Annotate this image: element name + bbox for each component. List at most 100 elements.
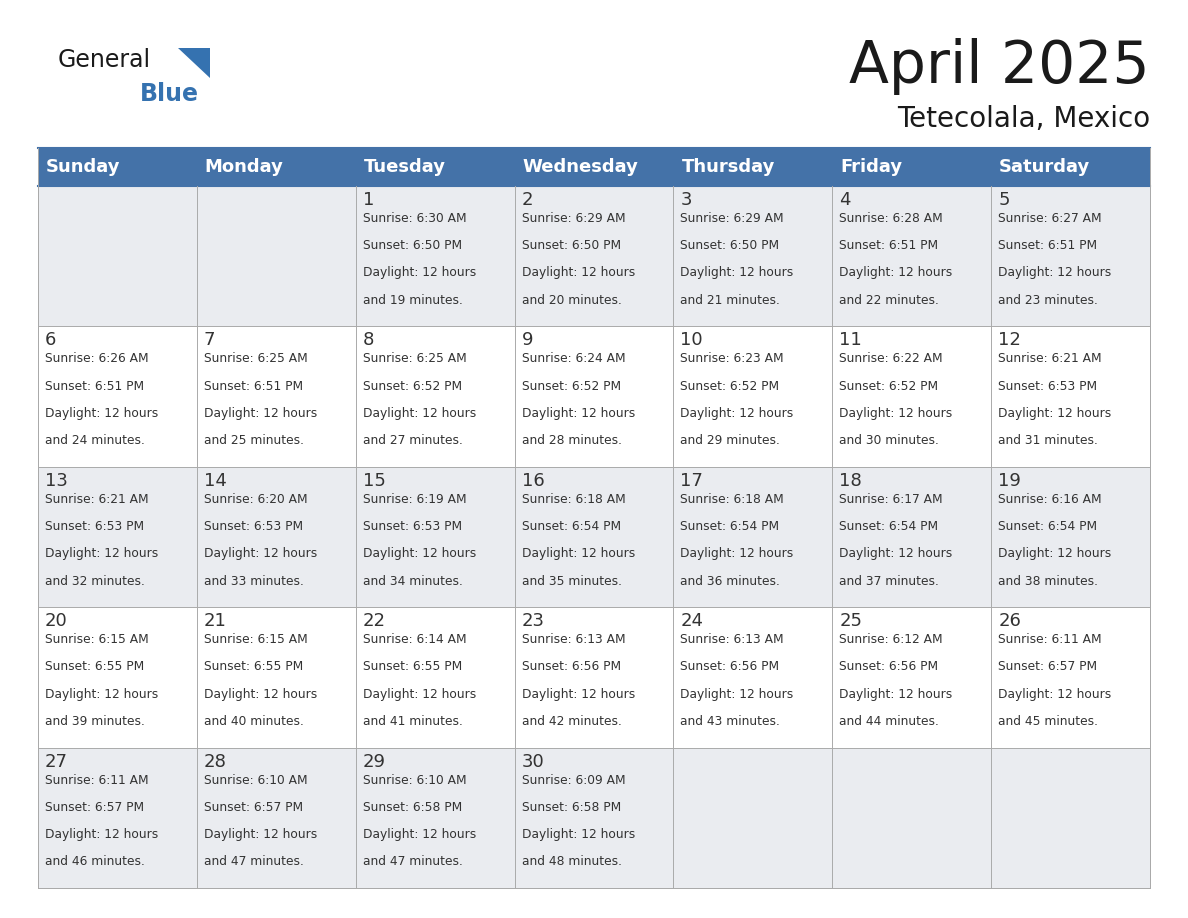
Text: Sunset: 6:55 PM: Sunset: 6:55 PM [362, 660, 462, 674]
Text: Sunrise: 6:18 AM: Sunrise: 6:18 AM [522, 493, 625, 506]
Text: 14: 14 [204, 472, 227, 490]
Text: Daylight: 12 hours: Daylight: 12 hours [839, 547, 953, 560]
Text: Sunset: 6:58 PM: Sunset: 6:58 PM [362, 800, 462, 814]
Text: and 35 minutes.: and 35 minutes. [522, 575, 621, 588]
Text: and 28 minutes.: and 28 minutes. [522, 434, 621, 447]
Text: 24: 24 [681, 612, 703, 630]
Text: Sunrise: 6:16 AM: Sunrise: 6:16 AM [998, 493, 1101, 506]
Text: and 45 minutes.: and 45 minutes. [998, 715, 1098, 728]
Text: Daylight: 12 hours: Daylight: 12 hours [839, 688, 953, 700]
Text: 5: 5 [998, 191, 1010, 209]
Text: Sunset: 6:51 PM: Sunset: 6:51 PM [839, 240, 939, 252]
Text: Sunset: 6:50 PM: Sunset: 6:50 PM [681, 240, 779, 252]
Text: Tetecolala, Mexico: Tetecolala, Mexico [897, 105, 1150, 133]
Text: and 19 minutes.: and 19 minutes. [362, 294, 462, 307]
Text: 29: 29 [362, 753, 386, 770]
Text: and 42 minutes.: and 42 minutes. [522, 715, 621, 728]
Text: Daylight: 12 hours: Daylight: 12 hours [362, 828, 476, 841]
FancyBboxPatch shape [38, 186, 1150, 327]
Text: and 27 minutes.: and 27 minutes. [362, 434, 462, 447]
Text: and 29 minutes.: and 29 minutes. [681, 434, 781, 447]
Text: Daylight: 12 hours: Daylight: 12 hours [204, 828, 317, 841]
Text: Daylight: 12 hours: Daylight: 12 hours [45, 547, 158, 560]
Text: and 47 minutes.: and 47 minutes. [362, 856, 462, 868]
Text: Sunday: Sunday [46, 158, 120, 176]
Text: 13: 13 [45, 472, 68, 490]
Text: Sunset: 6:53 PM: Sunset: 6:53 PM [362, 520, 462, 533]
Text: Daylight: 12 hours: Daylight: 12 hours [362, 407, 476, 420]
Text: Sunrise: 6:24 AM: Sunrise: 6:24 AM [522, 353, 625, 365]
Text: Daylight: 12 hours: Daylight: 12 hours [362, 547, 476, 560]
Text: 7: 7 [204, 331, 215, 350]
Text: Sunset: 6:53 PM: Sunset: 6:53 PM [204, 520, 303, 533]
Text: and 22 minutes.: and 22 minutes. [839, 294, 940, 307]
Text: 6: 6 [45, 331, 56, 350]
FancyBboxPatch shape [38, 327, 1150, 466]
Text: and 37 minutes.: and 37 minutes. [839, 575, 940, 588]
Text: Daylight: 12 hours: Daylight: 12 hours [522, 266, 634, 279]
Text: Sunrise: 6:12 AM: Sunrise: 6:12 AM [839, 633, 943, 646]
Text: Daylight: 12 hours: Daylight: 12 hours [45, 407, 158, 420]
Text: April 2025: April 2025 [849, 38, 1150, 95]
Text: Sunrise: 6:10 AM: Sunrise: 6:10 AM [204, 774, 308, 787]
Text: Daylight: 12 hours: Daylight: 12 hours [681, 688, 794, 700]
Text: Sunrise: 6:23 AM: Sunrise: 6:23 AM [681, 353, 784, 365]
Text: Sunrise: 6:25 AM: Sunrise: 6:25 AM [362, 353, 467, 365]
Text: Sunrise: 6:20 AM: Sunrise: 6:20 AM [204, 493, 308, 506]
Text: Sunset: 6:57 PM: Sunset: 6:57 PM [45, 800, 144, 814]
Text: Sunset: 6:50 PM: Sunset: 6:50 PM [522, 240, 620, 252]
Text: and 25 minutes.: and 25 minutes. [204, 434, 304, 447]
Text: Daylight: 12 hours: Daylight: 12 hours [204, 547, 317, 560]
Text: Sunset: 6:55 PM: Sunset: 6:55 PM [45, 660, 144, 674]
Text: Sunrise: 6:30 AM: Sunrise: 6:30 AM [362, 212, 467, 225]
Text: 2: 2 [522, 191, 533, 209]
Text: 4: 4 [839, 191, 851, 209]
Text: Sunrise: 6:15 AM: Sunrise: 6:15 AM [204, 633, 308, 646]
Text: General: General [58, 48, 151, 72]
Text: and 32 minutes.: and 32 minutes. [45, 575, 145, 588]
Text: Daylight: 12 hours: Daylight: 12 hours [998, 266, 1112, 279]
Text: and 30 minutes.: and 30 minutes. [839, 434, 940, 447]
Text: Sunset: 6:52 PM: Sunset: 6:52 PM [839, 380, 939, 393]
Text: Sunrise: 6:28 AM: Sunrise: 6:28 AM [839, 212, 943, 225]
Text: Sunrise: 6:26 AM: Sunrise: 6:26 AM [45, 353, 148, 365]
Text: Sunset: 6:56 PM: Sunset: 6:56 PM [681, 660, 779, 674]
Text: Sunset: 6:51 PM: Sunset: 6:51 PM [998, 240, 1098, 252]
Text: Sunset: 6:56 PM: Sunset: 6:56 PM [522, 660, 620, 674]
Text: Saturday: Saturday [999, 158, 1091, 176]
Text: Sunset: 6:57 PM: Sunset: 6:57 PM [998, 660, 1098, 674]
Text: Sunrise: 6:11 AM: Sunrise: 6:11 AM [998, 633, 1101, 646]
Text: 10: 10 [681, 331, 703, 350]
Text: and 47 minutes.: and 47 minutes. [204, 856, 304, 868]
Text: 25: 25 [839, 612, 862, 630]
Text: Daylight: 12 hours: Daylight: 12 hours [362, 688, 476, 700]
Text: 8: 8 [362, 331, 374, 350]
Text: Daylight: 12 hours: Daylight: 12 hours [522, 407, 634, 420]
Text: and 24 minutes.: and 24 minutes. [45, 434, 145, 447]
Text: Sunrise: 6:25 AM: Sunrise: 6:25 AM [204, 353, 308, 365]
Text: Sunset: 6:54 PM: Sunset: 6:54 PM [839, 520, 939, 533]
Text: Tuesday: Tuesday [364, 158, 446, 176]
Text: Daylight: 12 hours: Daylight: 12 hours [998, 688, 1112, 700]
Text: Daylight: 12 hours: Daylight: 12 hours [522, 688, 634, 700]
Text: Daylight: 12 hours: Daylight: 12 hours [681, 266, 794, 279]
Text: Sunrise: 6:15 AM: Sunrise: 6:15 AM [45, 633, 148, 646]
Text: Sunrise: 6:29 AM: Sunrise: 6:29 AM [522, 212, 625, 225]
FancyBboxPatch shape [38, 148, 1150, 186]
Text: Monday: Monday [204, 158, 284, 176]
Text: 17: 17 [681, 472, 703, 490]
Text: Sunrise: 6:13 AM: Sunrise: 6:13 AM [681, 633, 784, 646]
Text: Sunrise: 6:10 AM: Sunrise: 6:10 AM [362, 774, 467, 787]
Text: Daylight: 12 hours: Daylight: 12 hours [681, 407, 794, 420]
Text: 9: 9 [522, 331, 533, 350]
Text: Sunrise: 6:21 AM: Sunrise: 6:21 AM [998, 353, 1101, 365]
Text: 15: 15 [362, 472, 386, 490]
Text: and 38 minutes.: and 38 minutes. [998, 575, 1098, 588]
Text: Sunset: 6:54 PM: Sunset: 6:54 PM [998, 520, 1098, 533]
Text: 3: 3 [681, 191, 691, 209]
Text: and 39 minutes.: and 39 minutes. [45, 715, 145, 728]
Text: Daylight: 12 hours: Daylight: 12 hours [839, 407, 953, 420]
Text: and 44 minutes.: and 44 minutes. [839, 715, 940, 728]
Text: 26: 26 [998, 612, 1020, 630]
Polygon shape [178, 48, 210, 78]
